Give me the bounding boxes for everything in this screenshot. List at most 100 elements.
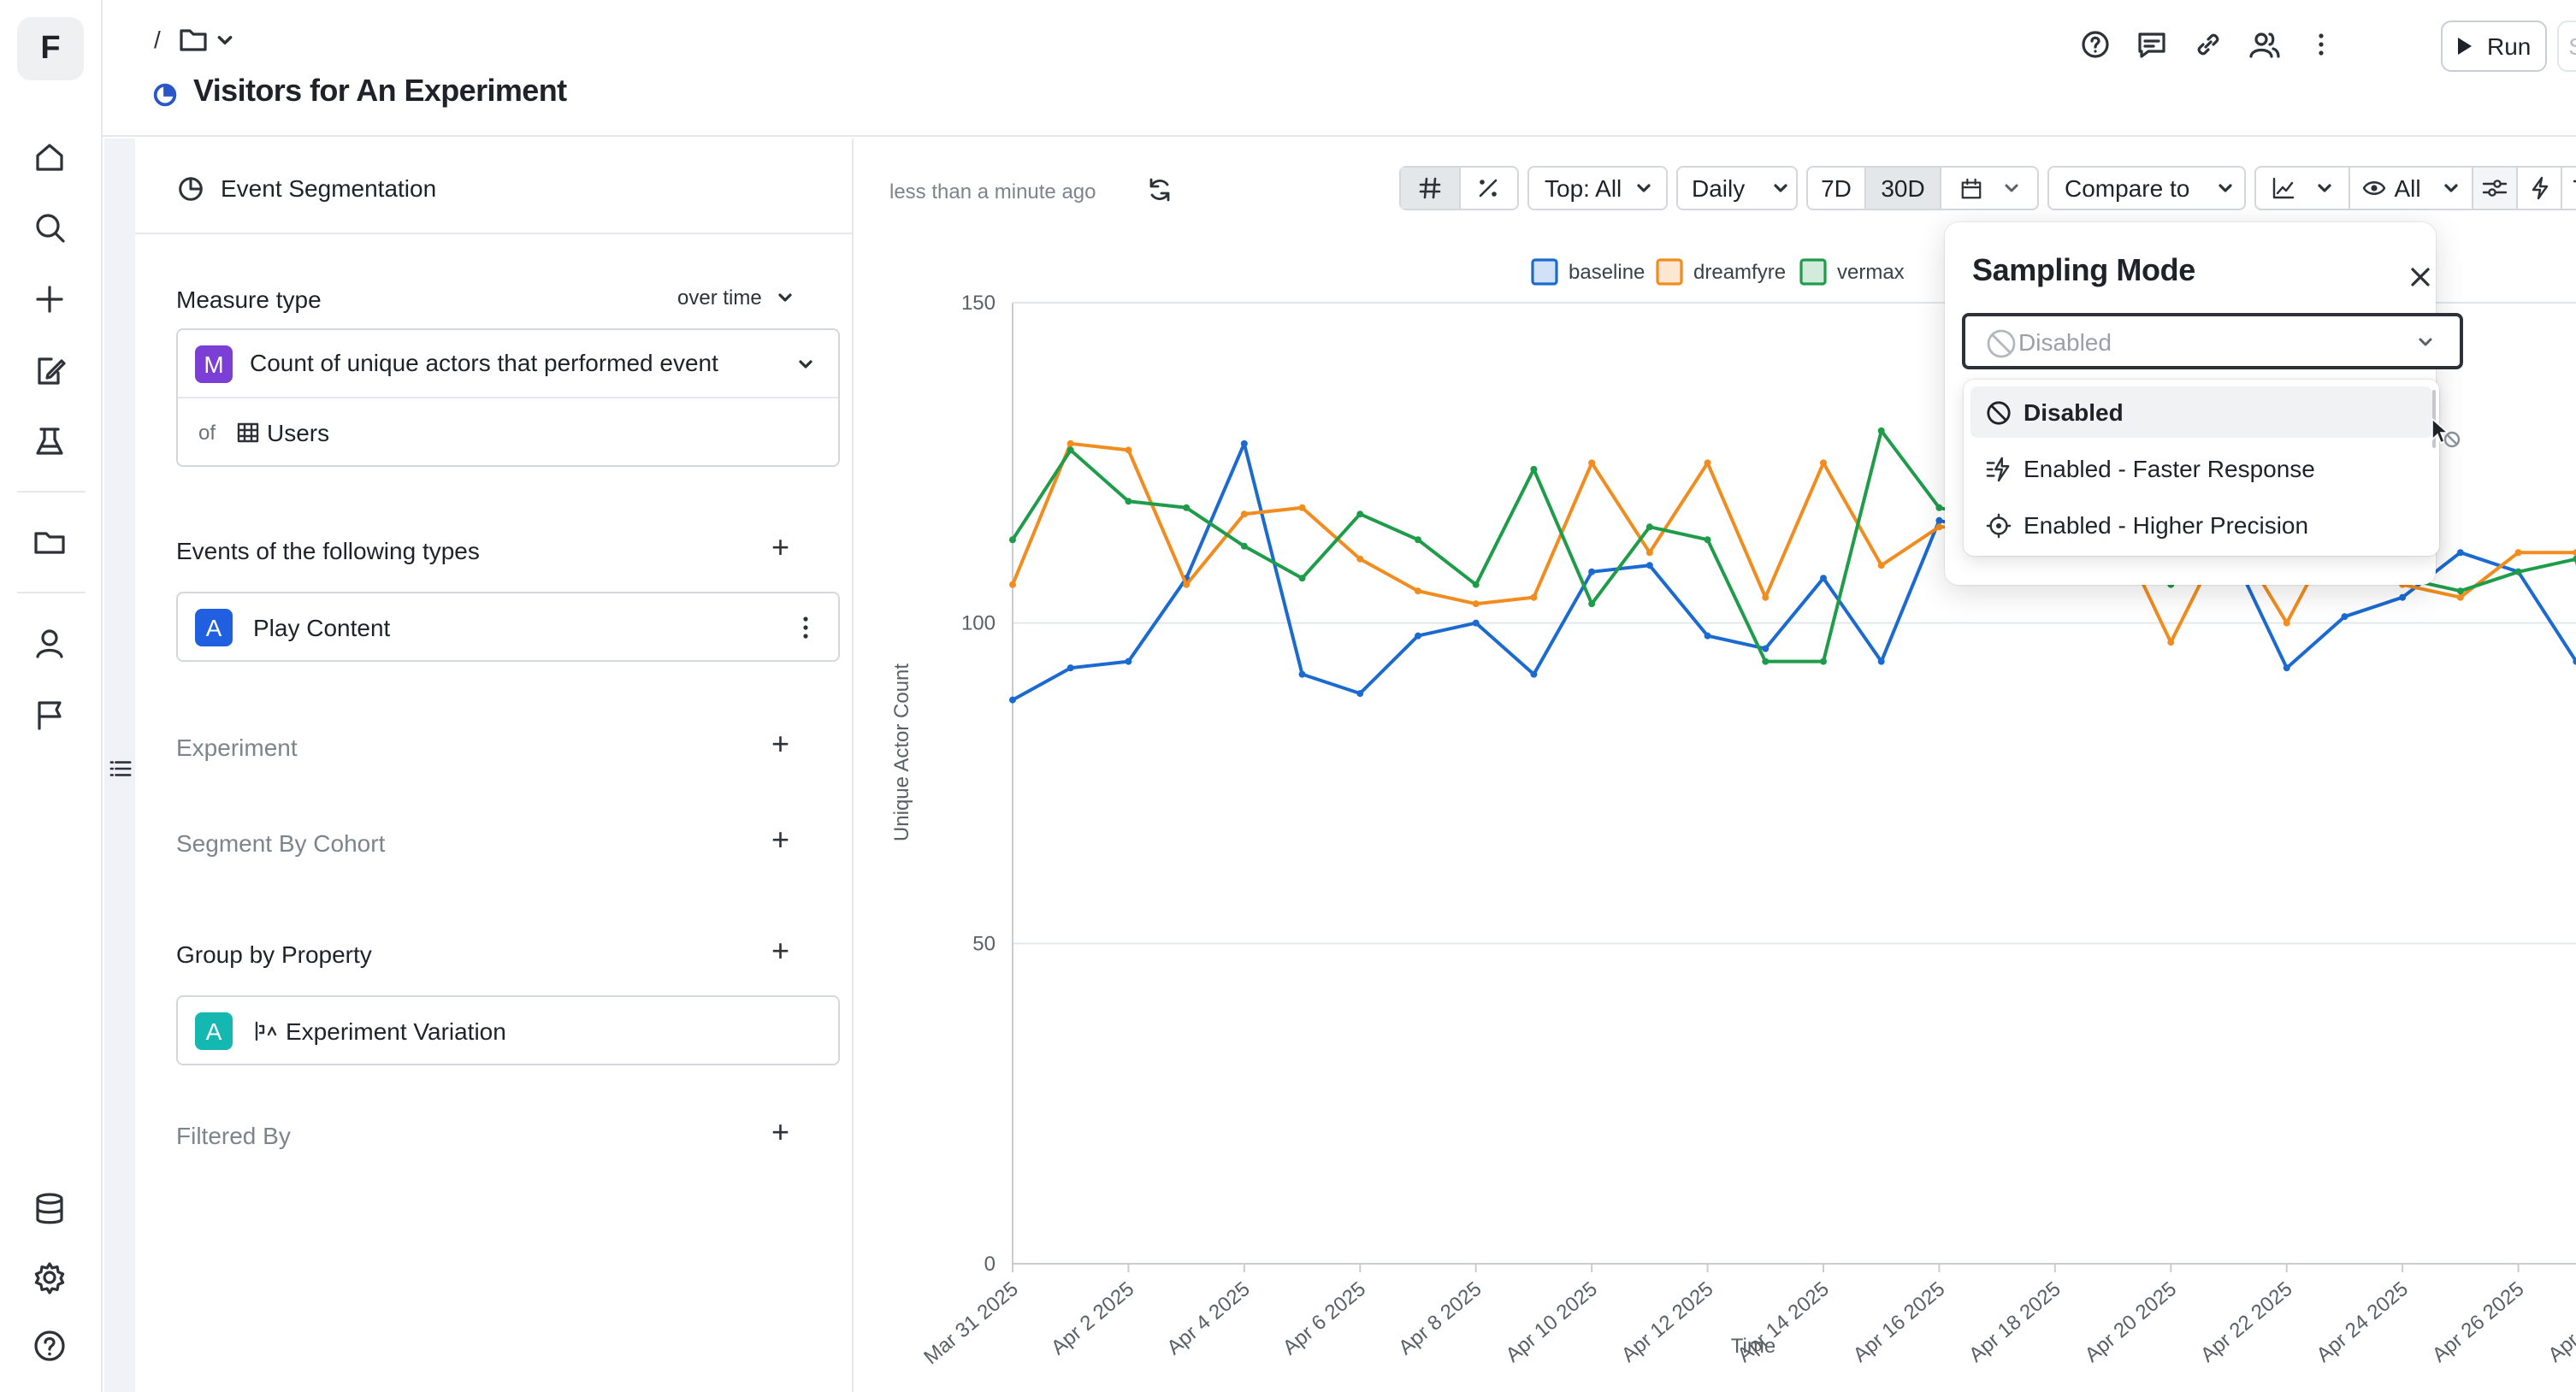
app-logo[interactable]: F [17, 17, 84, 80]
top-select[interactable]: Top: All [1527, 166, 1668, 210]
lightning-icon [2531, 176, 2548, 200]
experiment-icon[interactable] [31, 422, 68, 460]
chevron-down-icon[interactable] [216, 31, 234, 50]
granularity-select[interactable]: Daily [1676, 166, 1798, 210]
more-vertical-icon[interactable] [794, 614, 818, 641]
plus-icon[interactable] [31, 280, 68, 318]
option-label: Enabled - Faster Response [2024, 455, 2315, 482]
comment-icon[interactable] [2133, 26, 2171, 63]
run-button[interactable]: Run [2441, 21, 2547, 72]
chevron-down-icon [2419, 338, 2432, 346]
chart-area: less than a minute ago Top: All Daily 7D… [855, 139, 2576, 1392]
measure-select[interactable]: M Count of unique actors that performed … [178, 330, 838, 398]
nav-divider [17, 491, 86, 493]
page-header: / Visitors for An Experiment Run Save [103, 0, 2576, 137]
measure-value: Count of unique actors that performed ev… [250, 349, 718, 376]
add-group-button[interactable]: + [771, 934, 790, 968]
option-label: Enabled - Higher Precision [2024, 511, 2309, 539]
toggle-panel-icon[interactable] [109, 758, 132, 780]
share-users-icon[interactable] [2246, 26, 2284, 63]
visibility-select[interactable]: All [2350, 168, 2473, 209]
chart-type-select[interactable] [2256, 168, 2350, 209]
home-icon[interactable] [31, 139, 68, 176]
number-mode-button[interactable] [1401, 168, 1460, 209]
edit-icon[interactable] [31, 352, 68, 390]
event-card[interactable]: A Play Content [176, 592, 840, 662]
help-icon[interactable] [2077, 26, 2114, 63]
filter-icon [2573, 180, 2576, 183]
chevron-down-icon [799, 360, 812, 369]
chevron-down-icon [1774, 184, 1787, 192]
measure-card: M Count of unique actors that performed … [176, 328, 840, 467]
option-disabled[interactable]: Disabled [1970, 386, 2432, 438]
database-icon[interactable] [31, 1190, 68, 1228]
range-30d-button[interactable]: 30D [1866, 168, 1941, 209]
chevron-down-icon [1637, 184, 1651, 192]
search-icon[interactable] [31, 209, 68, 246]
filter-button[interactable] [2562, 168, 2576, 209]
hash-icon [1419, 177, 1440, 199]
more-vertical-icon[interactable] [2302, 26, 2340, 63]
add-filter-button[interactable]: + [771, 1115, 790, 1149]
group-card[interactable]: A Experiment Variation [176, 995, 840, 1065]
sampling-button[interactable] [2473, 168, 2518, 209]
custom-range-button[interactable] [1941, 168, 2037, 209]
percent-mode-button[interactable] [1460, 168, 1517, 209]
compare-select[interactable]: Compare to [2047, 166, 2246, 210]
percent-icon [1480, 179, 1498, 198]
group-by-label: Group by Property [176, 941, 372, 968]
segmentation-icon [153, 83, 177, 107]
add-cohort-button[interactable]: + [771, 823, 790, 857]
chevron-down-icon [2444, 184, 2459, 192]
panel-header: Event Segmentation [135, 139, 854, 234]
dropdown-scrollbar[interactable] [2432, 390, 2436, 448]
chevron-down-icon [2004, 184, 2018, 192]
chevron-down-icon [779, 293, 793, 302]
sampling-mode-select[interactable]: Disabled [1962, 313, 2463, 369]
chart-options-group: All [2254, 166, 2576, 210]
experiment-label: Experiment [176, 734, 298, 761]
range-7d-button[interactable]: 7D [1808, 168, 1866, 209]
events-label: Events of the following types [176, 537, 480, 564]
panel-collapse-strip [104, 139, 135, 1392]
settings-icon[interactable] [31, 1259, 68, 1296]
eye-icon [2362, 181, 2385, 195]
granularity-value: Daily [1692, 174, 1746, 202]
user-icon[interactable] [31, 624, 68, 662]
measure-mode-select[interactable]: over time [677, 286, 795, 310]
help-icon[interactable] [31, 1327, 68, 1365]
add-event-button[interactable]: + [771, 530, 790, 564]
breadcrumb-separator: / [154, 26, 161, 53]
save-button[interactable]: Save [2557, 21, 2576, 72]
performance-button[interactable] [2518, 168, 2562, 209]
run-label: Run [2487, 32, 2532, 60]
link-icon[interactable] [2189, 26, 2227, 63]
chevron-down-icon [2318, 184, 2331, 192]
close-icon[interactable] [2410, 267, 2431, 287]
popover-title: Sampling Mode [1972, 253, 2195, 287]
folder-icon[interactable] [31, 523, 68, 561]
table-icon [237, 422, 259, 443]
line-chart-icon [2272, 177, 2295, 199]
option-faster[interactable]: Enabled - Faster Response [1970, 443, 2432, 494]
compare-value: Compare to [2065, 174, 2190, 202]
measure-badge: M [195, 345, 233, 383]
sampling-icon [2482, 180, 2508, 197]
event-badge: A [195, 609, 233, 646]
ban-icon [1987, 400, 2011, 424]
measure-type-label: Measure type [176, 286, 322, 313]
option-precision[interactable]: Enabled - Higher Precision [1970, 499, 2432, 551]
flag-icon[interactable] [31, 696, 68, 734]
group-value: Experiment Variation [286, 1017, 506, 1045]
calendar-icon [1960, 177, 1981, 198]
refresh-icon[interactable] [1146, 176, 1173, 203]
add-experiment-button[interactable]: + [771, 727, 790, 761]
fast-icon [1986, 456, 2010, 481]
panel-title: Event Segmentation [221, 174, 437, 202]
entity-select[interactable]: Users [267, 419, 330, 446]
sampling-mode-value: Disabled [2018, 328, 2112, 356]
of-label: of [198, 421, 216, 445]
folder-icon[interactable] [178, 24, 209, 55]
date-range-group: 7D 30D [1806, 166, 2039, 210]
play-icon [2458, 38, 2472, 55]
